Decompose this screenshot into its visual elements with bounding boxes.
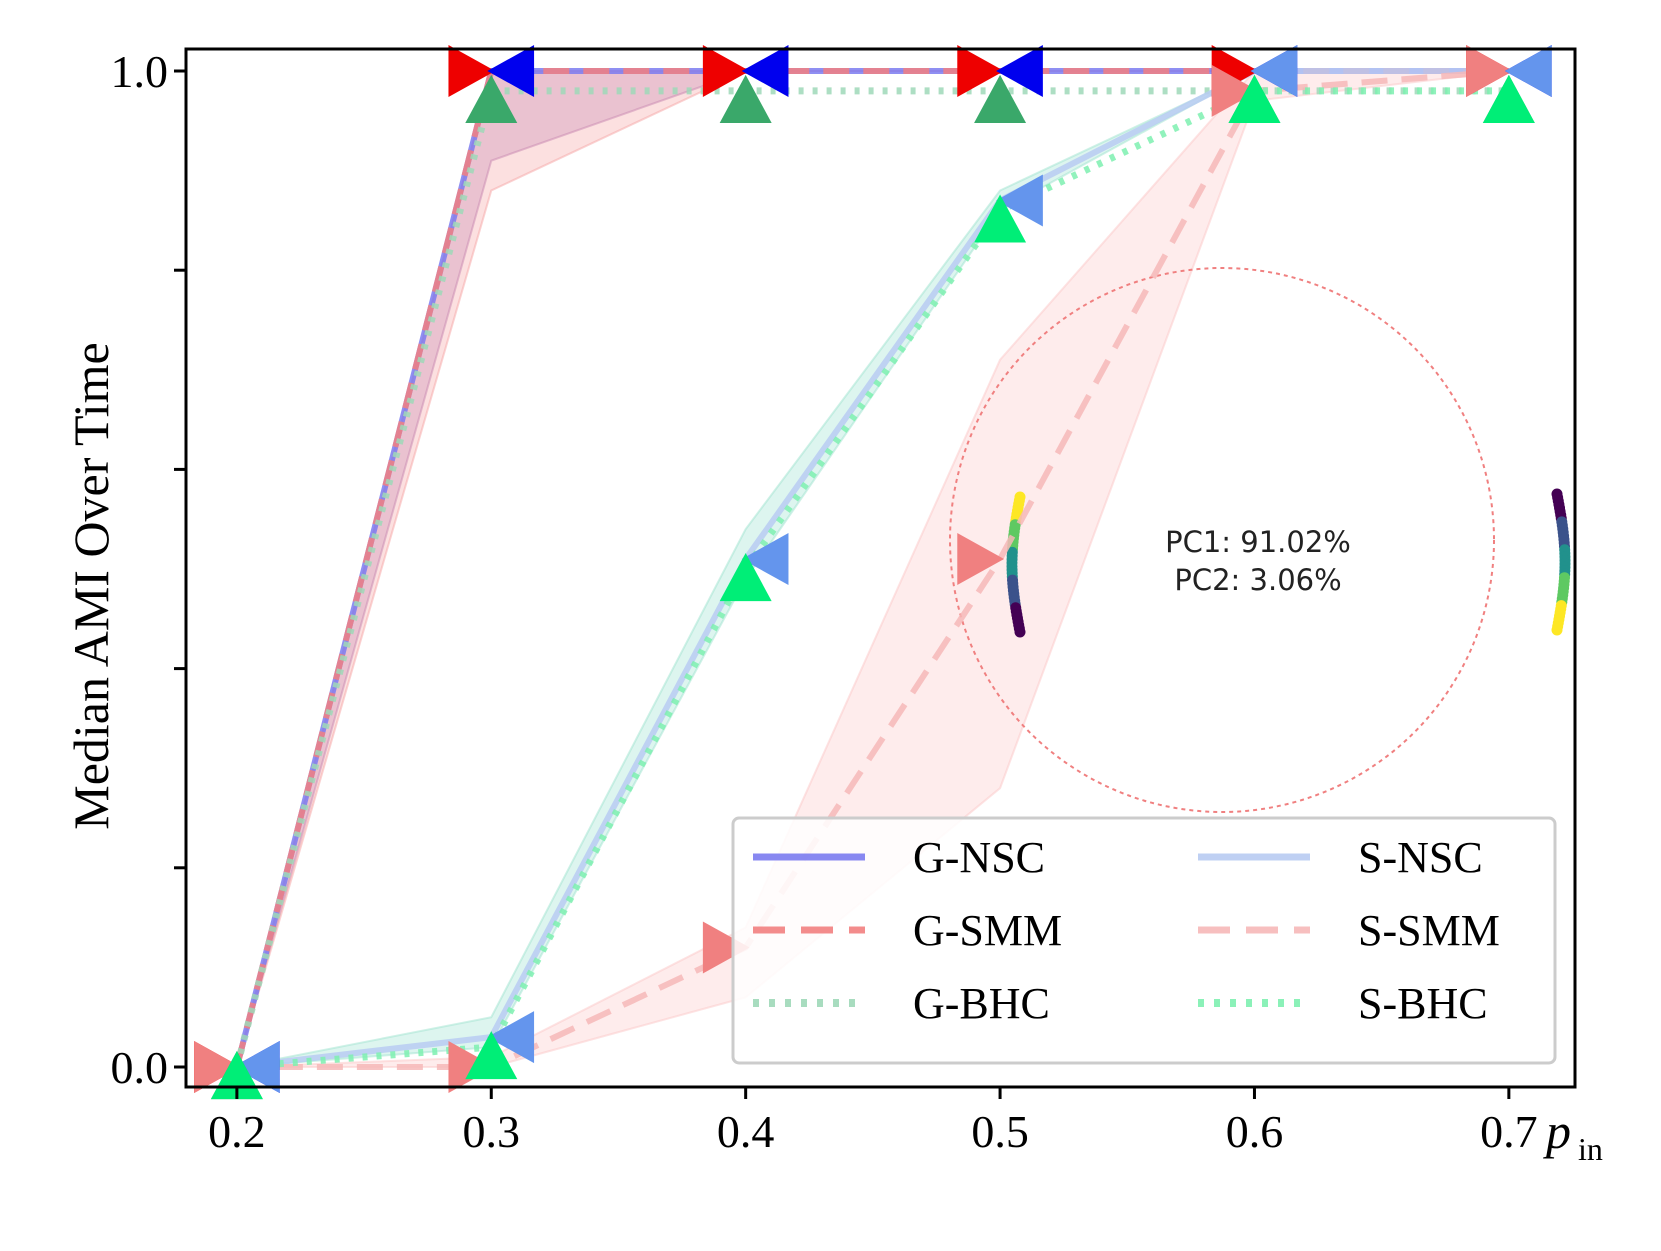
marker-g-bhc (974, 74, 1027, 124)
marker-g-smm (957, 45, 1005, 97)
legend-label-g-nsc: G-NSC (913, 833, 1045, 882)
legend-label-s-nsc: S-NSC (1358, 833, 1483, 882)
marker-g-nsc (487, 45, 535, 97)
band-s-nsc (236, 70, 1509, 1068)
marker-s-nsc (1504, 45, 1552, 97)
marker-g-nsc (996, 45, 1043, 97)
x-tick-label: 0.4 (717, 1106, 775, 1157)
series-markers (194, 45, 1552, 1100)
x-tick-label: 0.6 (1226, 1106, 1284, 1157)
marker-s-bhc (974, 194, 1027, 243)
x-axis-label-subscript: in (1578, 1131, 1603, 1167)
marker-g-nsc (741, 45, 789, 97)
inset-left-arc-point (1014, 626, 1026, 638)
x-tick-label: 0.5 (971, 1106, 1029, 1157)
axes: 0.2 0.3 0.4 0.5 0.6 0.7 0.0 1.0 (111, 46, 1577, 1157)
marker-s-nsc (487, 1011, 535, 1064)
legend-label-g-smm: G-SMM (913, 906, 1062, 955)
marker-g-bhc (719, 74, 772, 124)
x-tick-label: 0.2 (208, 1106, 266, 1157)
legend: G-NSC G-SMM G-BHC S-NSC S-SMM S-BHC (731, 816, 1557, 1065)
marker-s-smm (194, 1041, 241, 1093)
inset-circle (949, 267, 1495, 813)
y-tick-label: 0.0 (111, 1042, 169, 1093)
marker-s-smm (1211, 64, 1259, 117)
marker-g-bhc (465, 74, 518, 124)
marker-s-nsc (1250, 45, 1298, 97)
legend-box (731, 816, 1557, 1065)
marker-s-bhc (719, 553, 772, 602)
marker-s-bhc (1482, 74, 1535, 124)
plot-frame (184, 47, 1577, 1089)
marker-s-smm (702, 921, 750, 974)
marker-s-nsc (996, 174, 1043, 227)
marker-g-smm (702, 45, 750, 97)
marker-s-bhc (1228, 74, 1281, 124)
marker-s-nsc (741, 533, 789, 586)
x-axis-label: p (1543, 1103, 1571, 1159)
y-tick-label: 1.0 (111, 46, 169, 97)
x-tick-label: 0.7 (1480, 1106, 1538, 1157)
marker-s-nsc (232, 1041, 280, 1093)
x-tick-label: 0.3 (463, 1106, 521, 1157)
legend-label-s-smm: S-SMM (1358, 906, 1500, 955)
legend-label-g-bhc: G-BHC (913, 979, 1050, 1028)
y-axis-label: Median AMI Over Time (63, 342, 119, 830)
inset-right-arc-point (1551, 624, 1563, 636)
marker-s-smm (957, 533, 1005, 586)
marker-s-bhc (465, 1031, 518, 1080)
marker-s-smm (1466, 45, 1513, 97)
inset-pc2-label: PC2: 3.06% (1174, 563, 1341, 597)
pca-inset: PC1: 91.02% PC2: 3.06% (949, 267, 1571, 813)
inset-pc1-label: PC1: 91.02% (1165, 525, 1351, 559)
legend-label-s-bhc: S-BHC (1358, 979, 1488, 1028)
line-g-bhc (233, 87, 1509, 1068)
marker-g-smm (448, 45, 496, 97)
line-g-smm (233, 68, 1509, 1068)
